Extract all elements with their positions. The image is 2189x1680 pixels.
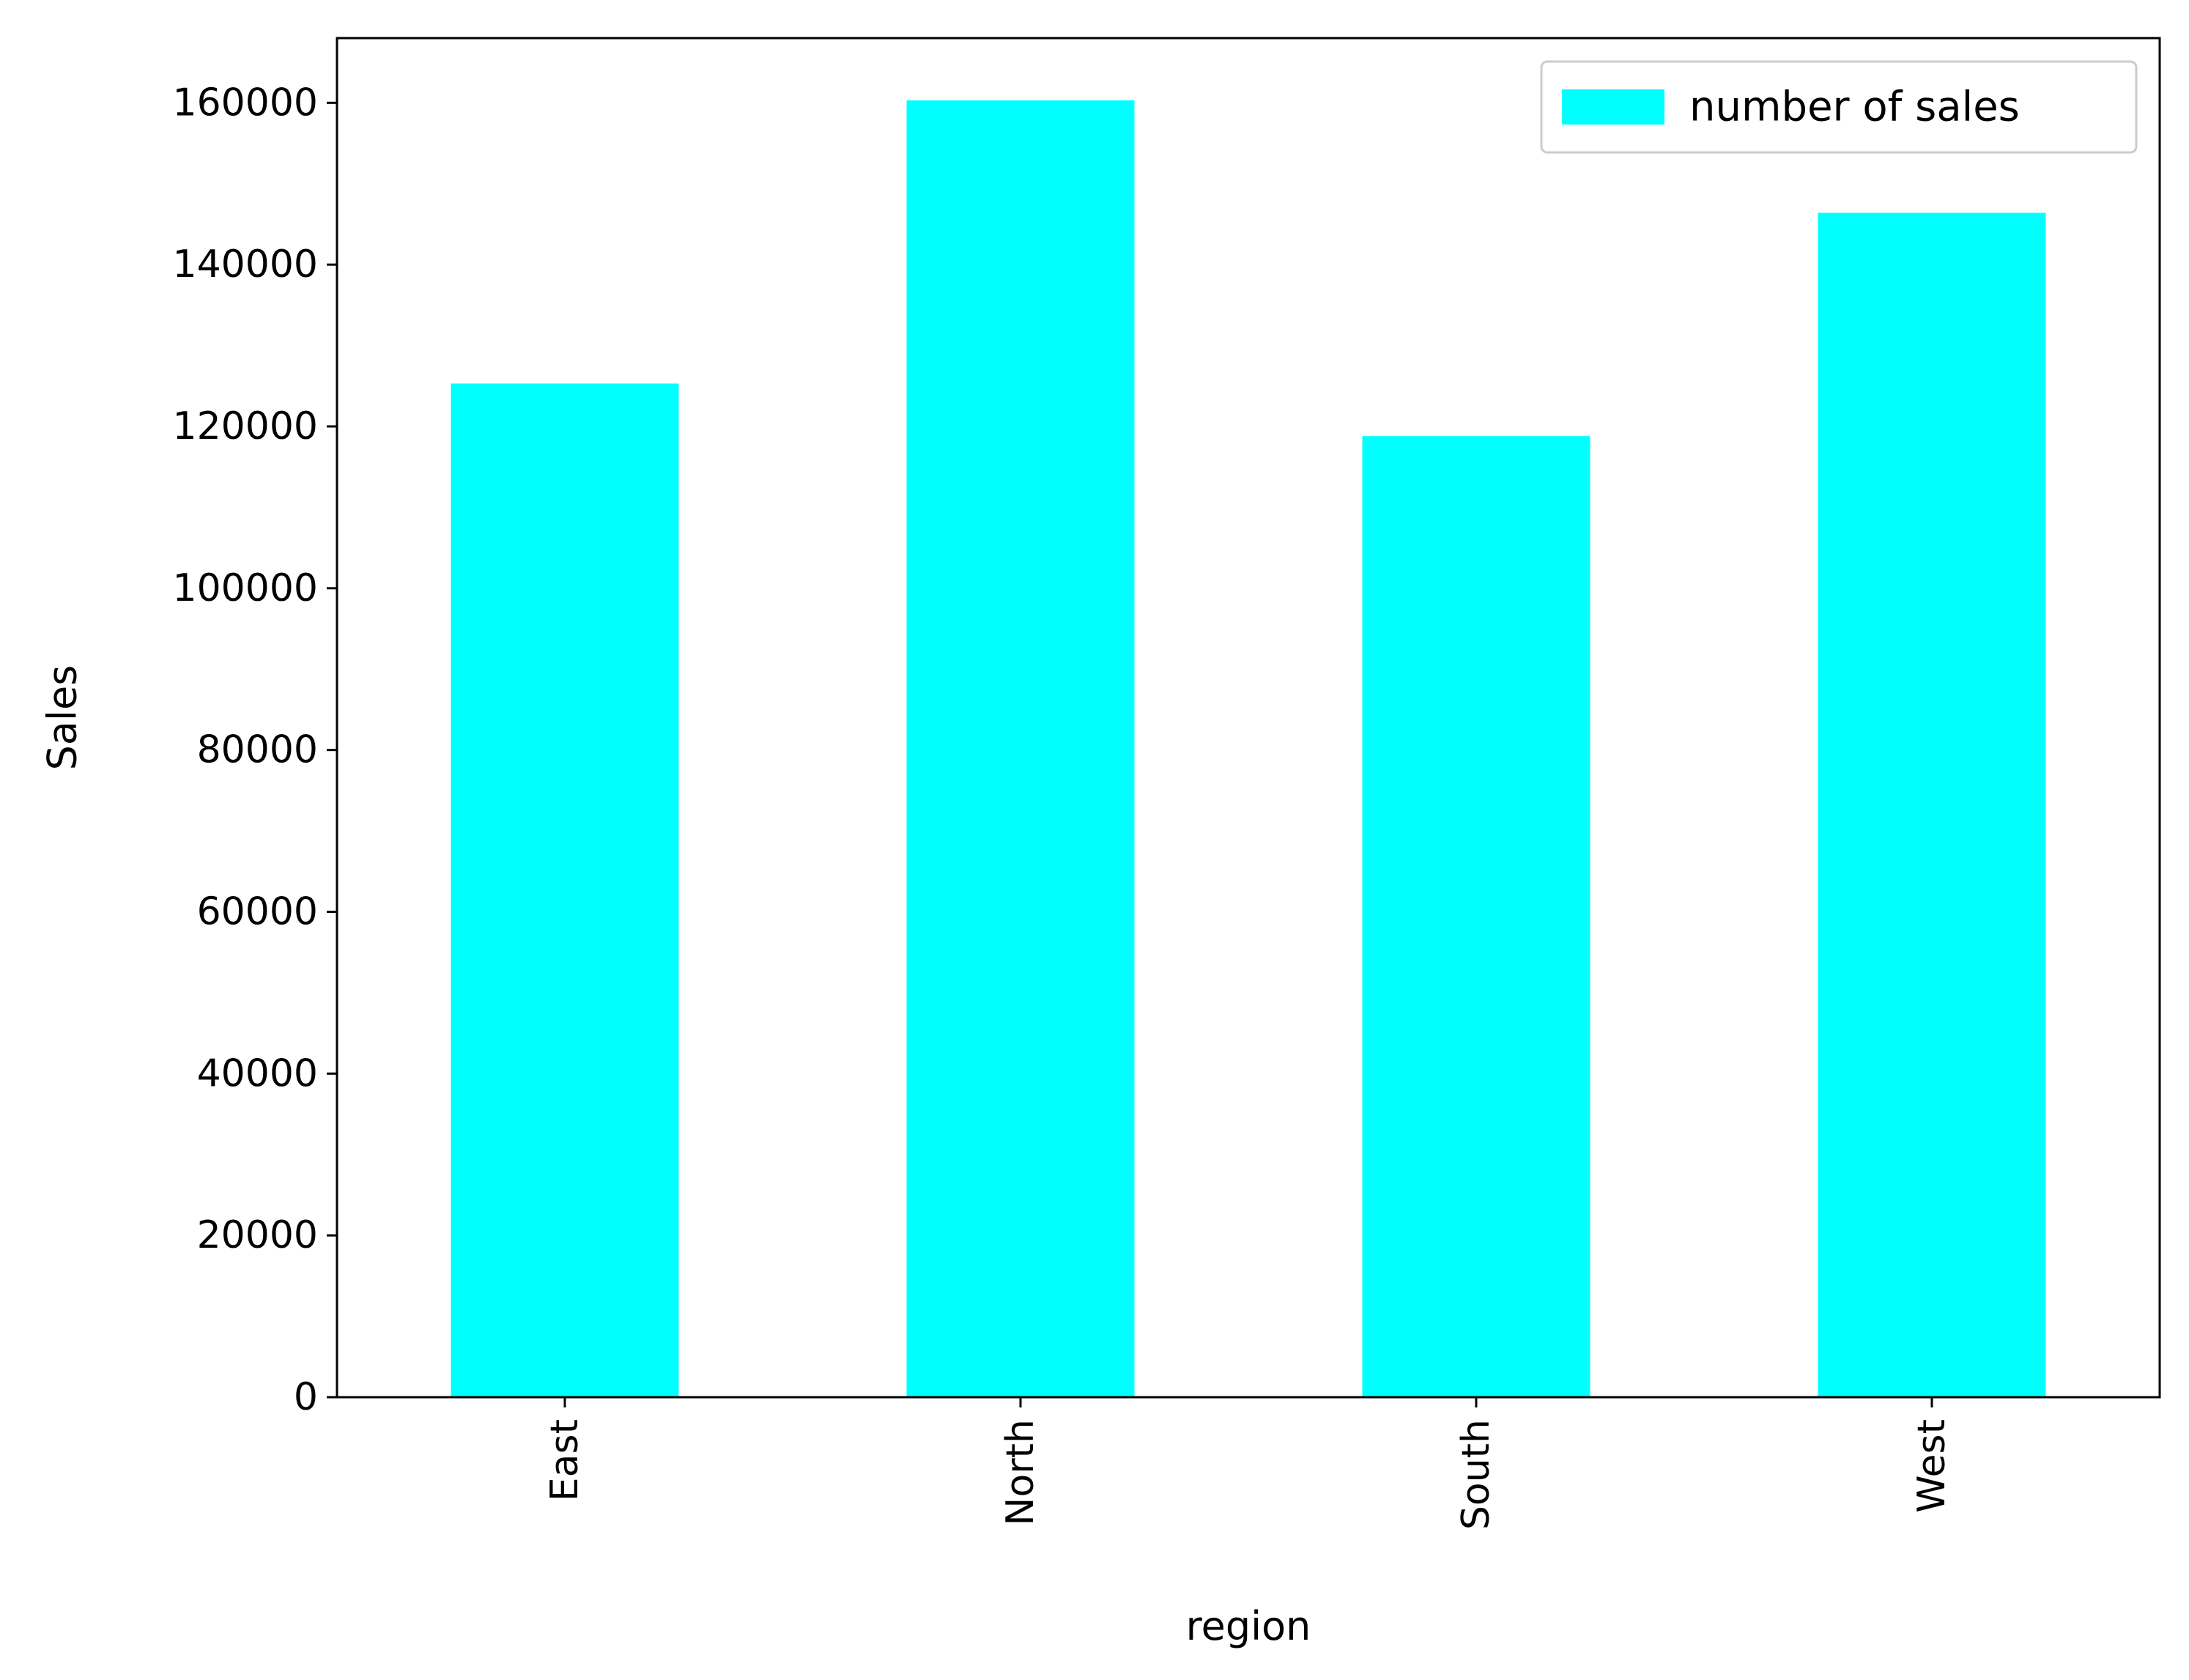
x-tick-label-east: East xyxy=(543,1419,587,1501)
legend: number of sales xyxy=(1540,60,2138,154)
legend-box xyxy=(1540,60,2138,154)
y-axis-ticks: 0 20000 40000 60000 80000 100000 120000 140000 1… xyxy=(172,81,337,1419)
x-axis-label: region xyxy=(1186,1603,1311,1649)
bars-group xyxy=(451,100,2046,1397)
y-tick-label: 140000 xyxy=(172,243,318,286)
bar-west xyxy=(1818,212,2046,1397)
bar-south xyxy=(1362,436,1590,1397)
y-tick-label: 100000 xyxy=(172,566,318,610)
y-axis-label: Sales xyxy=(40,665,86,771)
y-tick-label: 20000 xyxy=(197,1213,318,1257)
y-tick-label: 160000 xyxy=(172,81,318,125)
y-tick-label: 60000 xyxy=(197,890,318,934)
plot-frame xyxy=(336,37,2161,1399)
bar-north xyxy=(906,100,1135,1397)
y-tick-label: 80000 xyxy=(197,728,318,772)
y-tick-label: 0 xyxy=(294,1375,318,1419)
y-tick-label: 120000 xyxy=(172,404,318,448)
x-tick-label-west: West xyxy=(1910,1419,1954,1513)
x-tick-label-north: North xyxy=(999,1419,1042,1525)
x-axis-ticks: East North South West xyxy=(543,1397,1954,1530)
legend-swatch xyxy=(1562,89,1664,125)
legend-label: number of sales xyxy=(1689,84,2020,131)
bar-east xyxy=(451,383,679,1397)
x-tick-label-south: South xyxy=(1454,1419,1498,1530)
y-tick-label: 40000 xyxy=(197,1051,318,1095)
